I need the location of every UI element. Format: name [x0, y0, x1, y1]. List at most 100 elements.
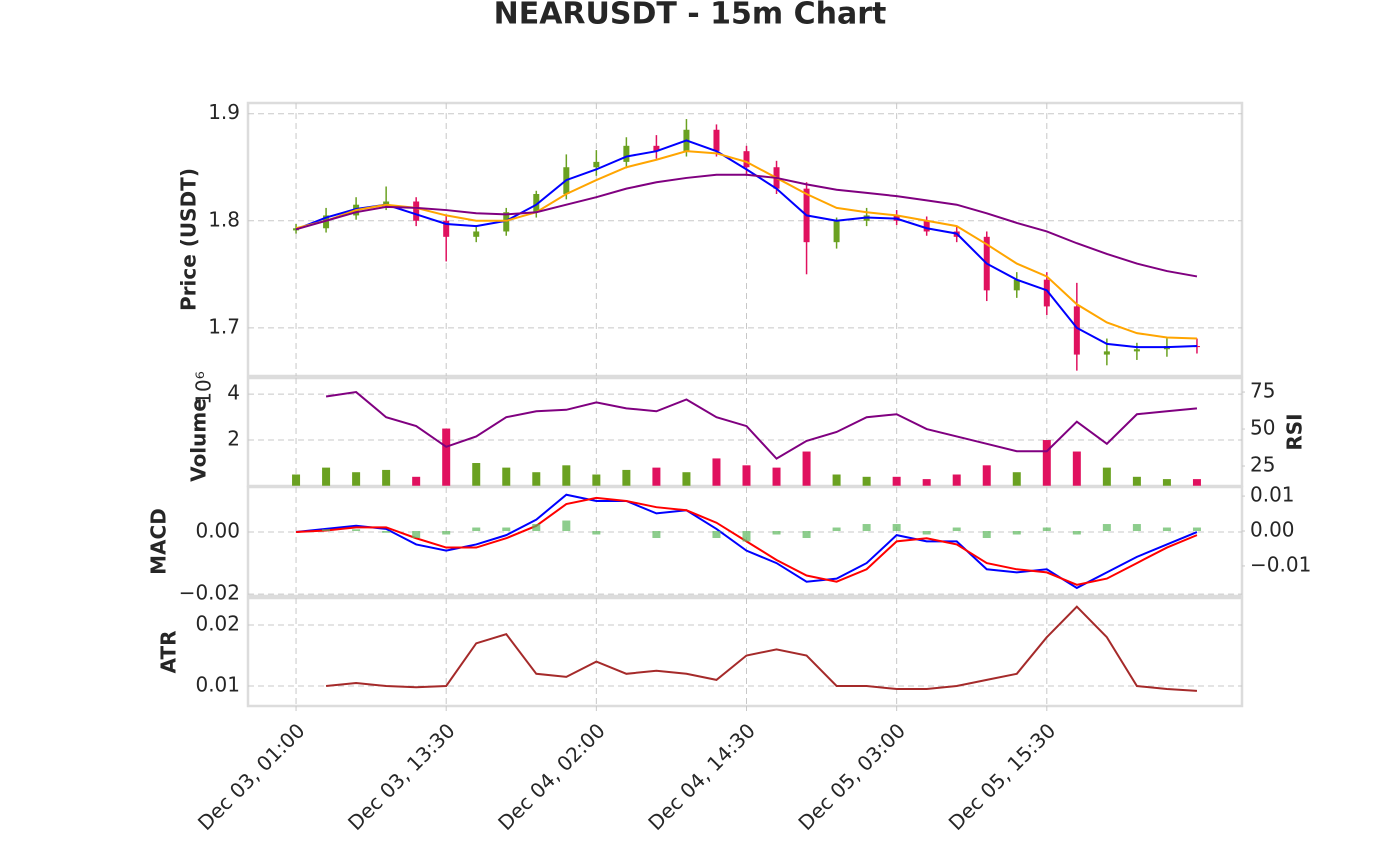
candle-body [1103, 351, 1110, 355]
x-tick-label: Dec 03, 01:00 [193, 718, 310, 835]
candle-body [473, 231, 480, 237]
x-tick-label: Dec 05, 03:00 [794, 718, 911, 835]
indicator-line [295, 139, 1197, 349]
histogram-bar [1042, 527, 1051, 532]
volume-bar [592, 474, 601, 486]
y-axis-label: ATR [157, 631, 181, 674]
y2-tick-label: 75 [1250, 379, 1275, 403]
candle-body [413, 201, 420, 221]
histogram-bar [1192, 527, 1201, 532]
volume-bar [322, 467, 331, 486]
indicator-line [325, 391, 1198, 460]
candle-body [443, 220, 450, 237]
histogram-bar [802, 531, 811, 539]
candle-body [1013, 279, 1020, 291]
y2-tick-label: 25 [1250, 453, 1275, 477]
y-axis-label: Price (USDT) [177, 168, 201, 311]
x-tick-label: Dec 03, 13:30 [343, 718, 460, 835]
candle-body [1043, 279, 1050, 307]
histogram-bar [742, 531, 751, 542]
indicator-line [325, 605, 1198, 692]
histogram-bar [652, 531, 661, 539]
candle-body [833, 220, 840, 243]
histogram-bar [1012, 531, 1021, 535]
histogram-bar [712, 531, 721, 539]
histogram-bar [862, 524, 871, 532]
y-tick-label: 1.8 [208, 207, 240, 231]
histogram-bar [1072, 531, 1081, 535]
y2-tick-label: 0.00 [1250, 518, 1295, 542]
volume-bar [532, 472, 541, 486]
volume-bar [892, 476, 901, 486]
candle-body [923, 220, 930, 232]
x-tick-label: Dec 05, 15:30 [944, 718, 1061, 835]
histogram-bar [322, 529, 331, 532]
indicator-line [295, 493, 1198, 590]
volume-bar [652, 467, 661, 486]
volume-bar [982, 465, 991, 486]
histogram-bar [1162, 527, 1171, 532]
y-tick-label: 1.7 [208, 314, 240, 338]
candle-body [653, 145, 660, 152]
volume-bar [1102, 467, 1111, 486]
histogram-bar [442, 531, 451, 535]
y-tick-label: 2 [227, 427, 240, 451]
y2-tick-label: 50 [1250, 416, 1275, 440]
histogram-bar [832, 527, 841, 532]
volume-bar [742, 465, 751, 486]
histogram-bar [922, 531, 931, 535]
indicator-line [295, 150, 1197, 340]
volume-bar [952, 474, 961, 486]
candle-body [383, 201, 390, 205]
chart-title: NEARUSDT - 15m Chart [494, 0, 887, 32]
volume-bar [772, 467, 781, 486]
volume-bar [442, 428, 451, 486]
volume-bar [292, 474, 301, 486]
volume-bar [922, 479, 931, 486]
y-tick-label: 0.02 [195, 612, 240, 636]
panel-frame [246, 101, 1244, 378]
y-tick-label: 0.00 [195, 519, 240, 543]
histogram-bar [1132, 524, 1141, 532]
volume-bar [352, 472, 361, 486]
candle-body [1073, 306, 1080, 355]
y2-tick-label: 0.01 [1250, 483, 1295, 507]
histogram-bar [502, 527, 511, 532]
y-tick-label: 1.9 [208, 100, 240, 124]
y-offset-label: 10⁶ [192, 371, 216, 404]
x-tick-label: Dec 04, 02:00 [493, 718, 610, 835]
histogram-bar [592, 531, 601, 535]
histogram-bar [472, 527, 481, 532]
y-tick-label: −0.02 [179, 581, 240, 605]
histogram-bar [1102, 524, 1111, 532]
candle-body [593, 161, 600, 168]
volume-bar [682, 472, 691, 486]
volume-bar [1132, 476, 1141, 486]
panel-frame [246, 596, 1244, 708]
volume-bar [622, 469, 631, 486]
volume-bar [802, 451, 811, 486]
y2-tick-label: −0.01 [1250, 552, 1311, 576]
volume-bar [472, 463, 481, 486]
candle-body [623, 145, 630, 162]
volume-bar [1072, 451, 1081, 486]
candle-body [533, 194, 540, 213]
y-axis-label: Volume [187, 398, 211, 482]
x-tick-label: Dec 04, 14:30 [643, 718, 760, 835]
candle-body [323, 215, 330, 229]
y-tick-label: 4 [227, 381, 240, 405]
candle-body [743, 151, 750, 168]
histogram-bar [382, 531, 391, 533]
histogram-bar [562, 520, 571, 532]
histogram-bar [532, 524, 541, 532]
volume-bar [382, 469, 391, 486]
candle-body [503, 212, 510, 232]
y-axis-label: MACD [147, 508, 171, 575]
volume-bar [1162, 479, 1171, 486]
y-tick-label: 0.01 [195, 672, 240, 696]
volume-bar [1192, 479, 1201, 486]
histogram-bar [982, 531, 991, 539]
histogram-bar [892, 524, 901, 532]
volume-bar [562, 465, 571, 486]
